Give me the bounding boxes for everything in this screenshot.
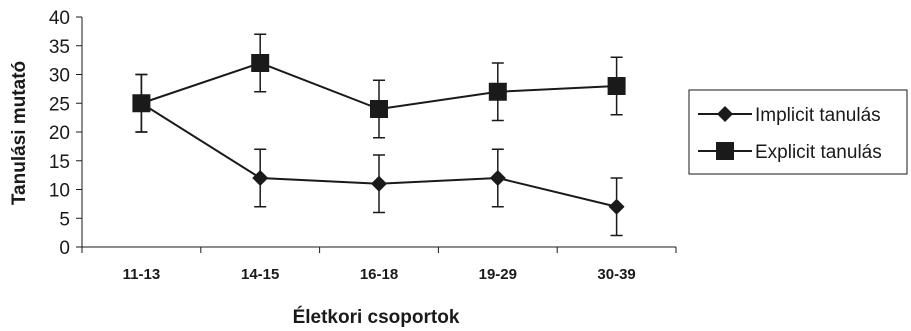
diamond-marker [489, 170, 506, 186]
x-axis-title: Életkori csoportok [293, 306, 460, 328]
y-tick-label: 25 [49, 94, 70, 115]
square-marker [251, 54, 270, 72]
y-axis: 0 5 10 15 20 25 30 35 40 [49, 8, 83, 259]
x-tick-label: 16-18 [360, 266, 398, 283]
legend-diamond-marker [717, 106, 733, 122]
x-axis: 11-13 14-15 16-18 19-29 30-39 [81, 246, 677, 283]
y-tick-label: 20 [49, 123, 70, 144]
x-tick-label: 11-13 [123, 266, 161, 283]
square-marker [488, 82, 507, 101]
legend-square-marker [716, 142, 734, 160]
x-tick-label: 14-15 [241, 266, 279, 283]
square-marker [132, 94, 151, 113]
square-marker [370, 100, 388, 118]
y-tick-label: 35 [49, 37, 70, 58]
square-marker [607, 77, 626, 95]
x-tick-label: 30-39 [597, 266, 635, 283]
y-tick-label: 40 [49, 8, 70, 29]
y-tick-label: 30 [49, 66, 70, 87]
diamond-marker [608, 198, 625, 215]
legend-label: Implicit tanulás [755, 105, 881, 126]
diamond-marker [371, 175, 387, 192]
diamond-marker [252, 170, 269, 186]
legend: Implicit tanulás Explicit tanulás [698, 105, 882, 163]
y-tick-label: 15 [49, 152, 70, 173]
y-axis-title: Tanulási mutató [9, 61, 30, 205]
legend-label: Explicit tanulás [755, 142, 882, 163]
x-tick-label: 19-29 [479, 266, 517, 283]
y-tick-label: 0 [59, 238, 70, 259]
y-tick-label: 5 [59, 209, 70, 230]
plot-area [132, 33, 626, 237]
y-tick-label: 10 [49, 181, 70, 202]
